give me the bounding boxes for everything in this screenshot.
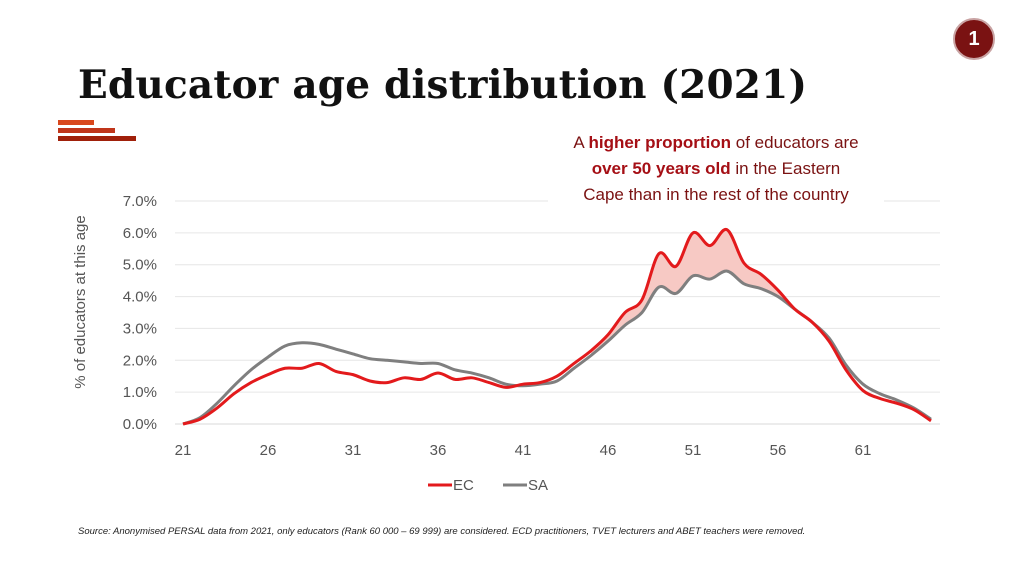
callout-mid2: in the Eastern xyxy=(730,159,841,178)
x-tick-label: 21 xyxy=(175,442,192,459)
x-tick-label: 56 xyxy=(770,442,787,459)
page-title: Educator age distribution (2021) xyxy=(78,62,808,108)
y-tick-label: 3.0% xyxy=(123,320,157,337)
y-tick-label: 4.0% xyxy=(123,289,157,306)
x-tick-label: 36 xyxy=(430,442,447,459)
legend-ec-label: EC xyxy=(453,477,474,494)
ec-series-line xyxy=(182,227,932,426)
page-number-badge: 1 xyxy=(953,18,995,60)
y-tick-label: 7.0% xyxy=(123,193,157,210)
y-axis-label: % of educators at this age xyxy=(72,215,89,388)
annotation-callout: A higher proportion of educators are ove… xyxy=(548,130,884,208)
ec-above-sa-shaded-area xyxy=(591,229,795,356)
callout-bold-over-50: over 50 years old xyxy=(591,159,731,178)
title-decoration-bar-3 xyxy=(58,136,136,141)
callout-bold-higher-proportion: higher proportion xyxy=(588,133,732,152)
legend-sa-label: SA xyxy=(528,477,548,494)
y-tick-label: 0.0% xyxy=(123,416,157,433)
callout-mid1: of educators are xyxy=(731,133,859,152)
callout-prefix: A xyxy=(573,133,589,152)
callout-line3: Cape than in the rest of the country xyxy=(583,185,849,204)
x-tick-label: 26 xyxy=(260,442,277,459)
y-tick-label: 1.0% xyxy=(123,384,157,401)
chart-legend: EC SA xyxy=(428,477,548,494)
y-tick-label: 5.0% xyxy=(123,257,157,274)
title-decoration-bar-2 xyxy=(58,128,115,133)
x-tick-label: 41 xyxy=(515,442,532,459)
x-tick-label: 31 xyxy=(345,442,362,459)
title-decoration-bar-1 xyxy=(58,120,94,125)
y-tick-label: 6.0% xyxy=(123,225,157,242)
x-tick-label: 46 xyxy=(600,442,617,459)
gridlines xyxy=(175,200,940,425)
y-axis-ticks: 0.0% 1.0% 2.0% 3.0% 4.0% 5.0% 6.0% 7.0% xyxy=(123,193,157,433)
x-tick-label: 51 xyxy=(685,442,702,459)
source-note: Source: Anonymised PERSAL data from 2021… xyxy=(78,526,806,537)
x-axis-ticks: 21 26 31 36 41 46 51 56 61 xyxy=(175,442,872,459)
sa-series-line xyxy=(182,269,932,426)
x-tick-label: 61 xyxy=(855,442,872,459)
y-tick-label: 2.0% xyxy=(123,352,157,369)
